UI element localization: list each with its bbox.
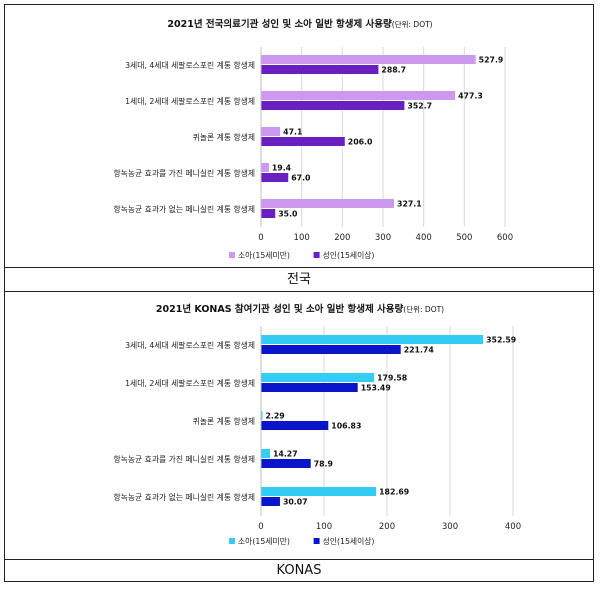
data-label: 288.7 [381, 66, 406, 75]
data-label: 206.0 [348, 138, 373, 147]
bar-child [261, 487, 377, 496]
chart-panel-national: 2021년 전국의료기관 성인 및 소아 일반 항생제 사용량(단위: DOT)… [5, 5, 593, 267]
bar-child [261, 335, 484, 344]
bar-child [261, 55, 476, 64]
chart-konas: 2021년 KONAS 참여기관 성인 및 소아 일반 항생제 사용량(단위: … [113, 303, 521, 546]
data-label: 14.27 [273, 450, 298, 459]
x-tick-label: 100 [294, 233, 310, 243]
bar-adult [261, 345, 401, 354]
x-tick-label: 300 [375, 233, 391, 243]
legend-swatch [313, 252, 320, 258]
bar-adult [261, 459, 311, 468]
chart-title-main: 2021년 KONAS 참여기관 성인 및 소아 일반 항생제 사용량 [156, 303, 404, 315]
bar-child [261, 411, 263, 420]
legend-label: 소아(15세미만) [238, 250, 290, 260]
data-label: 30.07 [283, 498, 308, 507]
x-tick-label: 100 [316, 522, 332, 532]
legend-label: 소아(15세미만) [238, 536, 290, 546]
legend-swatch [229, 538, 235, 544]
bar-adult [261, 497, 280, 506]
figure-frame: 2021년 전국의료기관 성인 및 소아 일반 항생제 사용량(단위: DOT)… [4, 4, 594, 582]
bar-adult [261, 65, 379, 74]
chart-unit-note: (단위: DOT) [392, 19, 433, 29]
x-tick-label: 0 [258, 522, 263, 532]
bar-child [261, 163, 269, 172]
bar-child [261, 373, 375, 382]
legend-label: 성인(15세이상) [323, 250, 375, 260]
x-tick-label: 0 [258, 233, 263, 243]
category-label: 항녹농균 효과를 가진 페니실린 계통 항생제 [113, 454, 255, 464]
data-label: 78.9 [314, 460, 333, 469]
data-label: 19.4 [272, 164, 292, 173]
x-tick-label: 600 [497, 233, 513, 243]
data-label: 2.29 [265, 412, 284, 421]
category-label: 항녹농균 효과가 없는 페니실린 계통 항생제 [113, 492, 255, 502]
chart-title: 2021년 전국의료기관 성인 및 소아 일반 항생제 사용량(단위: DOT) [167, 18, 432, 30]
data-label: 106.83 [331, 422, 361, 431]
data-label: 477.3 [458, 92, 483, 101]
bar-adult [261, 101, 405, 110]
legend-swatch [229, 252, 235, 258]
bar-child [261, 127, 281, 136]
x-tick-label: 400 [505, 522, 521, 532]
category-label: 1세대, 2세대 세팔로스포린 계통 항생제 [125, 96, 255, 106]
caption-konas: KONAS [5, 559, 593, 581]
category-label: 3세대, 4세대 세팔로스포린 계통 항생제 [125, 340, 255, 350]
bar-child [261, 91, 456, 100]
data-label: 153.49 [361, 384, 391, 393]
bar-adult [261, 137, 345, 146]
data-label: 352.7 [407, 102, 432, 111]
data-label: 182.69 [379, 488, 409, 497]
legend-swatch [313, 538, 320, 544]
data-label: 35.0 [278, 210, 298, 219]
legend-label: 성인(15세이상) [323, 536, 375, 546]
bar-adult [261, 173, 289, 182]
data-label: 327.1 [397, 200, 422, 209]
bar-adult [261, 209, 276, 218]
category-label: 3세대, 4세대 세팔로스포린 계통 항생제 [125, 60, 255, 70]
chart-panel-konas: 2021년 KONAS 참여기관 성인 및 소아 일반 항생제 사용량(단위: … [5, 291, 593, 560]
x-tick-label: 400 [416, 233, 432, 243]
data-label: 67.0 [291, 174, 311, 183]
chart-unit-note: (단위: DOT) [403, 304, 444, 314]
chart-title: 2021년 KONAS 참여기관 성인 및 소아 일반 항생제 사용량(단위: … [156, 303, 444, 315]
data-label: 527.9 [479, 56, 504, 65]
category-label: 퀴놀론 계통 항생제 [193, 416, 255, 426]
category-label: 1세대, 2세대 세팔로스포린 계통 항생제 [125, 378, 255, 388]
data-label: 179.58 [377, 374, 407, 383]
bar-child [261, 199, 395, 208]
x-tick-label: 300 [442, 522, 458, 532]
category-label: 항녹농균 효과가 없는 페니실린 계통 항생제 [113, 204, 255, 214]
category-label: 퀴놀론 계통 항생제 [193, 132, 255, 142]
x-tick-label: 500 [456, 233, 472, 243]
x-tick-label: 200 [379, 522, 395, 532]
category-label: 항녹농균 효과를 가진 페니실린 계통 항생제 [113, 168, 255, 178]
bar-adult [261, 421, 329, 430]
x-tick-label: 200 [334, 233, 350, 243]
chart-title-main: 2021년 전국의료기관 성인 및 소아 일반 항생제 사용량 [167, 18, 392, 30]
bar-adult [261, 383, 358, 392]
data-label: 352.59 [486, 336, 516, 345]
data-label: 47.1 [283, 128, 302, 137]
bar-child [261, 449, 270, 458]
chart-national: 2021년 전국의료기관 성인 및 소아 일반 항생제 사용량(단위: DOT)… [113, 18, 513, 260]
data-label: 221.74 [404, 346, 435, 355]
caption-national: 전국 [5, 267, 593, 291]
